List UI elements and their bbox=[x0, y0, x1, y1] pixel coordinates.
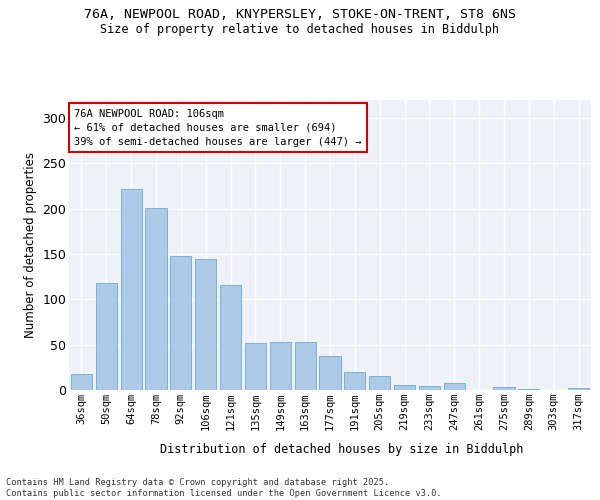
Bar bbox=[220, 285, 241, 390]
Bar bbox=[568, 388, 589, 390]
Bar bbox=[295, 342, 316, 390]
Bar bbox=[71, 374, 92, 390]
Bar bbox=[394, 386, 415, 390]
Bar bbox=[96, 283, 117, 390]
Bar bbox=[270, 342, 291, 390]
Bar bbox=[145, 208, 167, 390]
Bar bbox=[444, 383, 465, 390]
Text: Size of property relative to detached houses in Biddulph: Size of property relative to detached ho… bbox=[101, 22, 499, 36]
Bar bbox=[493, 388, 515, 390]
Text: 76A NEWPOOL ROAD: 106sqm
← 61% of detached houses are smaller (694)
39% of semi-: 76A NEWPOOL ROAD: 106sqm ← 61% of detach… bbox=[74, 108, 362, 146]
Bar bbox=[344, 372, 365, 390]
Bar bbox=[245, 343, 266, 390]
Text: 76A, NEWPOOL ROAD, KNYPERSLEY, STOKE-ON-TRENT, ST8 6NS: 76A, NEWPOOL ROAD, KNYPERSLEY, STOKE-ON-… bbox=[84, 8, 516, 20]
Bar bbox=[170, 256, 191, 390]
Bar bbox=[419, 386, 440, 390]
Bar bbox=[319, 356, 341, 390]
Text: Contains HM Land Registry data © Crown copyright and database right 2025.
Contai: Contains HM Land Registry data © Crown c… bbox=[6, 478, 442, 498]
Bar bbox=[518, 389, 539, 390]
Text: Distribution of detached houses by size in Biddulph: Distribution of detached houses by size … bbox=[160, 442, 524, 456]
Y-axis label: Number of detached properties: Number of detached properties bbox=[24, 152, 37, 338]
Bar bbox=[195, 258, 216, 390]
Bar bbox=[369, 376, 390, 390]
Bar bbox=[121, 189, 142, 390]
